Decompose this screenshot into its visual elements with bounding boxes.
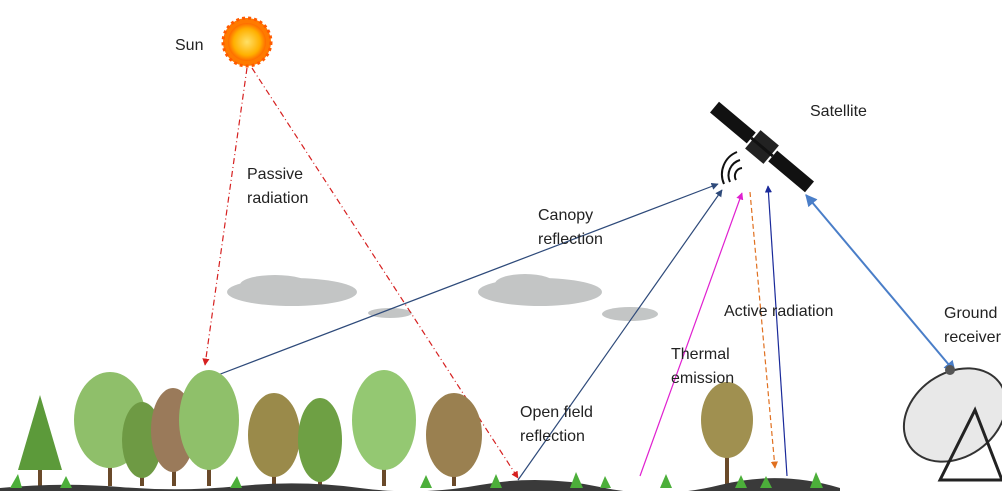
thermal-ray: [639, 192, 744, 477]
sun-label: Sun: [175, 37, 203, 54]
ground: [0, 478, 840, 491]
satellite-label: Satellite: [810, 103, 867, 120]
passive-label: radiation: [247, 190, 308, 207]
active-ray: [749, 191, 779, 469]
canopy-label: Canopy: [538, 207, 593, 224]
sun-icon: [221, 16, 273, 68]
open-field-ray: [517, 189, 723, 481]
return-ray: [764, 185, 788, 477]
satellite-icon: [710, 101, 814, 193]
active-label: Active radiation: [724, 303, 833, 320]
clouds: [227, 274, 658, 321]
open-field-label: Open field: [520, 404, 593, 421]
trees: [18, 370, 753, 486]
receiver-label: receiver: [944, 329, 1002, 346]
signal-waves: [720, 151, 743, 185]
thermal-label: Thermal: [671, 346, 730, 363]
passive-ray: [202, 67, 248, 366]
passive-label: Passive: [247, 166, 303, 183]
canopy-ray: [209, 182, 719, 379]
grass: [10, 472, 823, 488]
thermal-label: emission: [671, 370, 734, 387]
downlink: [805, 194, 956, 373]
receiver-label: Ground: [944, 305, 997, 322]
dish-icon: [902, 365, 1002, 482]
open-field-label: reflection: [520, 428, 585, 445]
canopy-label: reflection: [538, 231, 603, 248]
